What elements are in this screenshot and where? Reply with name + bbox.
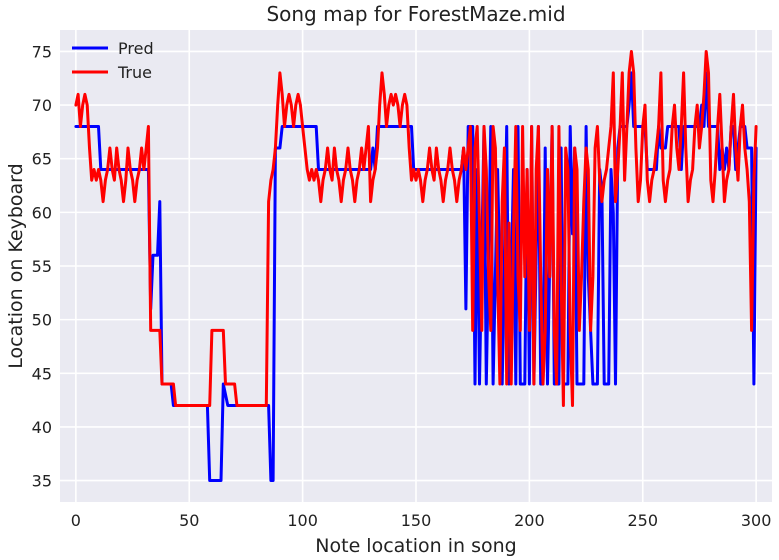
x-tick-label: 50 xyxy=(179,511,199,530)
y-tick-label: 40 xyxy=(32,418,52,437)
y-axis-label: Location on Keyboard xyxy=(5,163,27,368)
x-tick-label: 100 xyxy=(287,511,318,530)
y-tick-label: 70 xyxy=(32,96,52,115)
legend: Pred True xyxy=(72,39,154,82)
series-layer xyxy=(74,50,758,482)
y-tick-label: 35 xyxy=(32,472,52,491)
legend-label-true: True xyxy=(117,63,152,82)
x-tick-label: 300 xyxy=(741,511,772,530)
y-tick-label: 55 xyxy=(32,257,52,276)
y-tick-label: 45 xyxy=(32,364,52,383)
chart-title: Song map for ForestMaze.mid xyxy=(266,2,565,26)
x-tick-label: 0 xyxy=(71,511,81,530)
y-tick-label: 75 xyxy=(32,42,52,61)
x-axis-label: Note location in song xyxy=(315,535,516,557)
x-axis-ticks: 0 50 100 150 200 250 300 xyxy=(71,511,772,530)
y-tick-label: 60 xyxy=(32,203,52,222)
legend-label-pred: Pred xyxy=(118,39,154,58)
y-axis-ticks: 35 40 45 50 55 60 65 70 75 xyxy=(32,42,52,490)
series-line-true xyxy=(74,50,758,407)
y-tick-label: 65 xyxy=(32,150,52,169)
x-tick-label: 200 xyxy=(514,511,545,530)
x-tick-label: 250 xyxy=(627,511,658,530)
x-tick-label: 150 xyxy=(401,511,432,530)
y-tick-label: 50 xyxy=(32,311,52,330)
